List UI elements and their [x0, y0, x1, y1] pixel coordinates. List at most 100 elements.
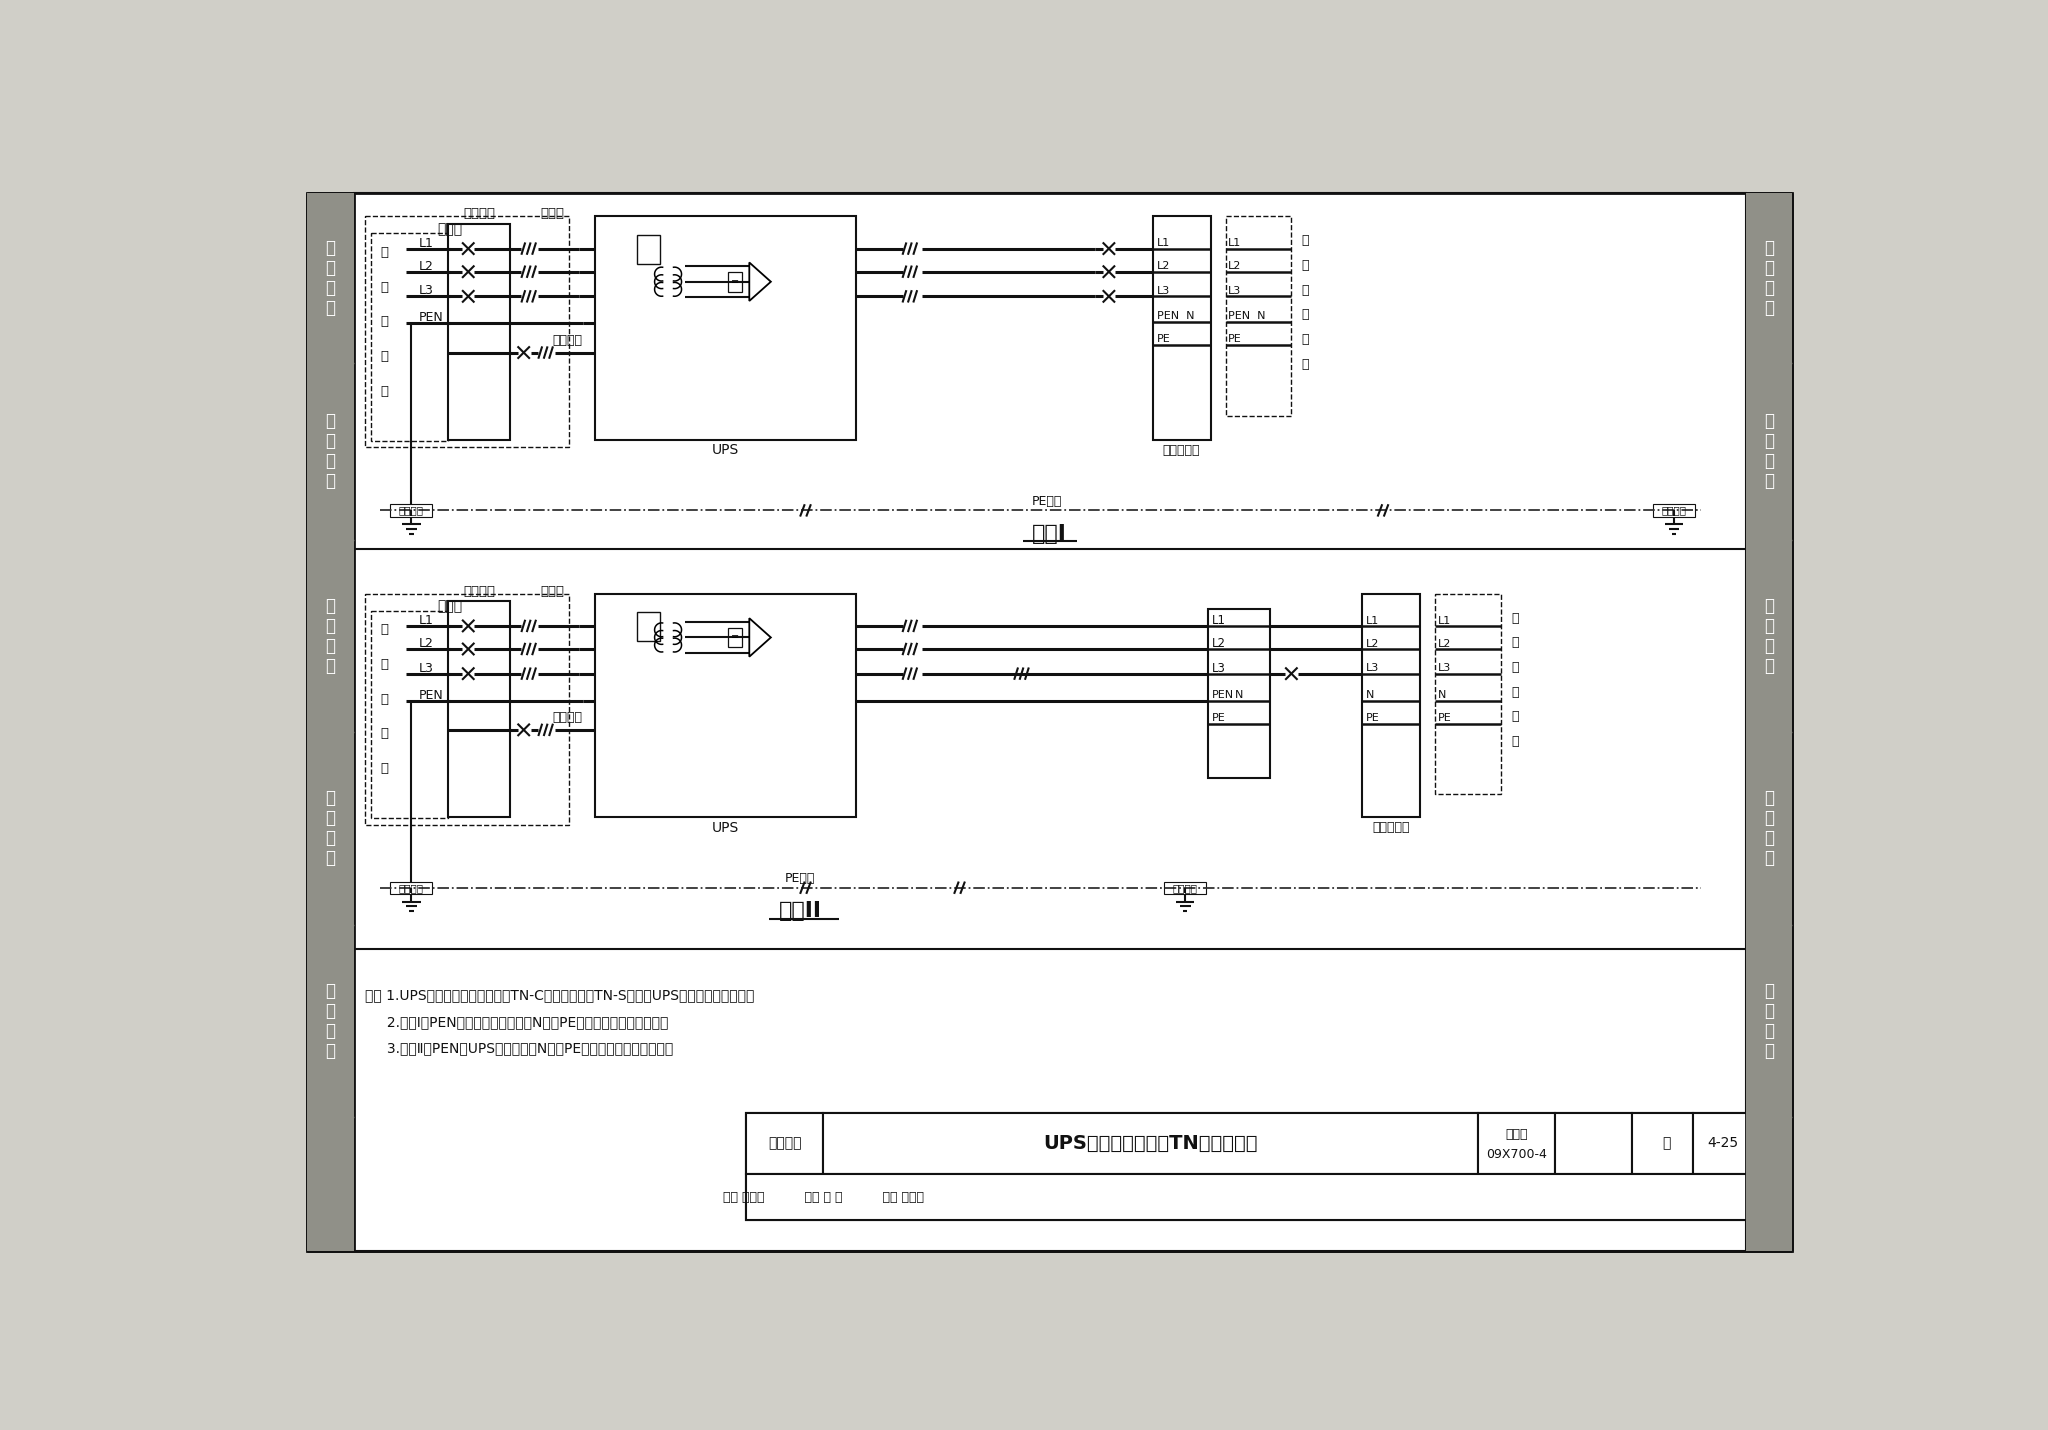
Text: 电: 电: [326, 432, 336, 450]
Text: 电: 电: [1763, 452, 1774, 470]
Text: N: N: [1235, 691, 1243, 701]
Text: 压: 压: [381, 728, 389, 741]
Text: L1: L1: [1229, 239, 1241, 249]
Text: 程: 程: [1763, 299, 1774, 317]
Text: 雷: 雷: [1763, 1002, 1774, 1020]
Text: 设: 设: [1763, 656, 1774, 675]
Bar: [745, 1113, 1753, 1220]
Text: 电: 电: [326, 452, 336, 470]
Text: L2: L2: [1212, 638, 1227, 651]
Bar: [1153, 216, 1210, 439]
Text: 方案II: 方案II: [778, 901, 821, 921]
Text: 接地端子: 接地端子: [399, 505, 424, 515]
Text: 设: 设: [326, 656, 336, 675]
Bar: [1479, 1113, 1554, 1174]
Text: L1: L1: [1366, 615, 1378, 625]
Bar: [637, 235, 659, 265]
Text: 雷: 雷: [326, 1002, 336, 1020]
Text: PEN: PEN: [420, 312, 444, 325]
Bar: [594, 593, 856, 817]
Text: 源: 源: [326, 472, 336, 490]
Bar: [1208, 609, 1270, 778]
Text: 设: 设: [326, 789, 336, 808]
Bar: [727, 273, 741, 292]
Text: 设: 设: [1300, 333, 1309, 346]
Text: 线: 线: [326, 616, 336, 635]
Text: 旁路电源: 旁路电源: [553, 333, 582, 346]
Text: L2: L2: [1229, 262, 1241, 272]
Text: 装: 装: [1763, 849, 1774, 868]
Bar: [1436, 593, 1501, 794]
Text: 备: 备: [326, 809, 336, 828]
Text: 4-25: 4-25: [1708, 1137, 1739, 1150]
Text: 防: 防: [1763, 982, 1774, 1000]
Text: 备: 备: [1511, 735, 1518, 748]
Text: 缆: 缆: [326, 596, 336, 615]
Text: 源: 源: [1763, 472, 1774, 490]
Text: N: N: [1438, 691, 1446, 701]
Text: L3: L3: [1212, 662, 1227, 675]
Text: 房: 房: [1763, 259, 1774, 277]
Bar: [1632, 1113, 1694, 1174]
Text: 装: 装: [326, 849, 336, 868]
Text: 息: 息: [1300, 309, 1309, 322]
Bar: [1362, 593, 1419, 817]
Text: 息: 息: [1511, 685, 1518, 699]
Text: 主电源: 主电源: [541, 207, 563, 220]
Text: 备: 备: [1763, 809, 1774, 828]
Text: 程: 程: [326, 299, 336, 317]
Text: L2: L2: [1366, 639, 1380, 649]
Text: 电: 电: [381, 280, 389, 293]
Text: N: N: [1366, 691, 1374, 701]
Text: 变: 变: [381, 692, 389, 705]
Bar: [1694, 1113, 1753, 1174]
Text: PE: PE: [1438, 714, 1452, 724]
Bar: [391, 505, 432, 516]
Text: 信: 信: [1300, 283, 1309, 296]
Bar: [594, 216, 856, 439]
Text: 配电列头柜: 配电列头柜: [1163, 443, 1200, 456]
Text: 变电所: 变电所: [436, 599, 463, 613]
Text: 主电源: 主电源: [541, 585, 563, 598]
Text: 机: 机: [326, 239, 336, 257]
Text: PEN: PEN: [1212, 691, 1235, 701]
Bar: [371, 233, 449, 440]
Bar: [1745, 193, 1792, 1251]
Text: 电: 电: [1763, 432, 1774, 450]
Text: L3: L3: [1366, 664, 1378, 674]
Bar: [391, 881, 432, 894]
Text: 设: 设: [1511, 711, 1518, 724]
Text: 旁路电源: 旁路电源: [553, 711, 582, 724]
Text: 方案I: 方案I: [1032, 523, 1067, 543]
Text: L3: L3: [1229, 286, 1241, 296]
Text: PE干线: PE干线: [784, 872, 815, 885]
Text: 配: 配: [381, 246, 389, 259]
Text: 页: 页: [1663, 1137, 1671, 1150]
Text: L3: L3: [420, 285, 434, 297]
Text: 器: 器: [381, 385, 389, 398]
Text: 接地端子: 接地端子: [399, 882, 424, 892]
Text: 安: 安: [1763, 829, 1774, 848]
Text: L2: L2: [1157, 262, 1169, 272]
Text: 电: 电: [1300, 235, 1309, 247]
Text: 3.方案Ⅱ中PEN在UPS输出处分出N线和PE线，并在该点重复接地。: 3.方案Ⅱ中PEN在UPS输出处分出N线和PE线，并在该点重复接地。: [365, 1041, 674, 1055]
Text: UPS: UPS: [713, 443, 739, 458]
Text: 接地端子: 接地端子: [1174, 882, 1198, 892]
Text: 安: 安: [326, 829, 336, 848]
Text: PE干线: PE干线: [1032, 495, 1061, 508]
Text: 电: 电: [1511, 612, 1518, 625]
Bar: [823, 1113, 1479, 1174]
Bar: [745, 1174, 1753, 1220]
Text: 2.方案Ⅰ中PEN在配电列头柜处分出N线和PE线，并在该点重复接地。: 2.方案Ⅰ中PEN在配电列头柜处分出N线和PE线，并在该点重复接地。: [365, 1015, 668, 1028]
Text: L3: L3: [1157, 286, 1169, 296]
Text: L2: L2: [1438, 639, 1452, 649]
Text: 供: 供: [1763, 412, 1774, 430]
Bar: [1554, 1113, 1632, 1174]
Bar: [745, 1113, 823, 1174]
Bar: [365, 216, 569, 448]
Text: 注： 1.UPS输入电源的接地型式为TN-C系统，输出为TN-S系统，UPS可不设逆变变压器。: 注： 1.UPS输入电源的接地型式为TN-C系统，输出为TN-S系统，UPS可不…: [365, 988, 754, 1002]
Text: 配: 配: [381, 623, 389, 636]
Text: 接地端子: 接地端子: [1661, 505, 1688, 515]
Text: 09X700-4: 09X700-4: [1485, 1148, 1546, 1161]
Text: L1: L1: [420, 613, 434, 626]
